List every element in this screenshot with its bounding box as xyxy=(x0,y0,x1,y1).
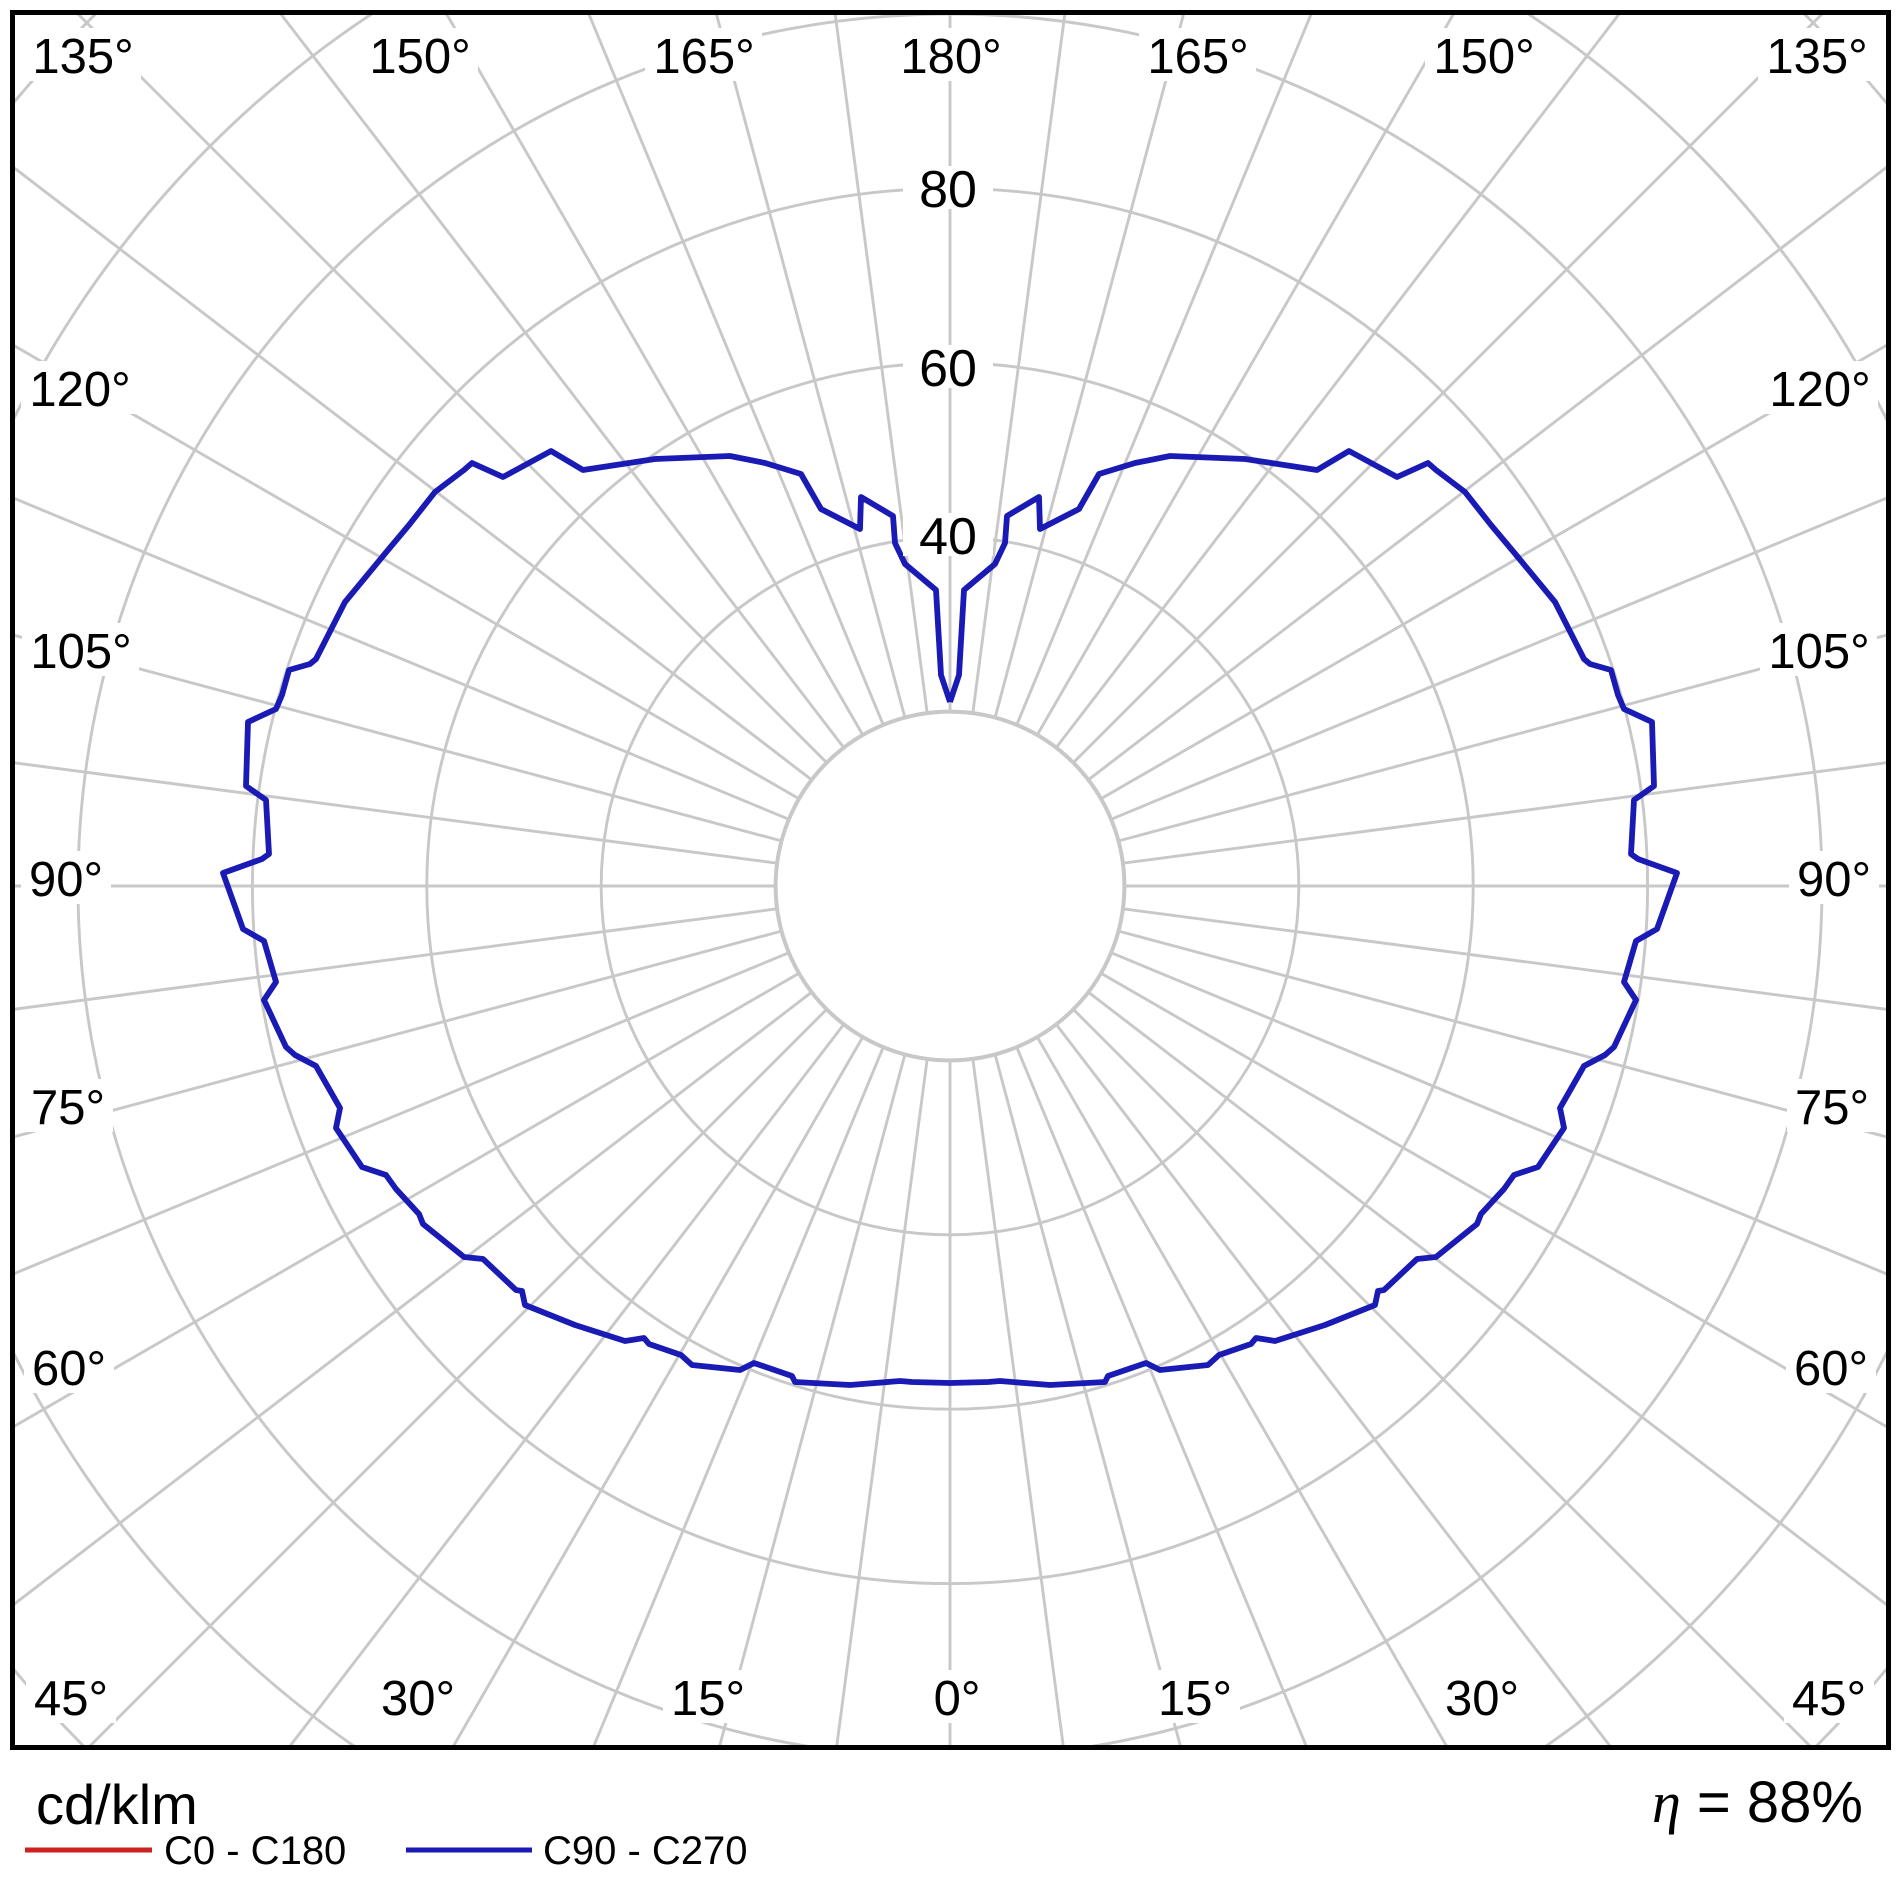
svg-text:75°: 75° xyxy=(31,1081,105,1135)
svg-text:60°: 60° xyxy=(32,1342,106,1396)
svg-text:120°: 120° xyxy=(1769,363,1870,417)
svg-text:105°: 105° xyxy=(1768,625,1869,679)
svg-text:30°: 30° xyxy=(381,1672,455,1726)
svg-text:C0 - C180: C0 - C180 xyxy=(164,1829,346,1873)
svg-text:80: 80 xyxy=(919,161,977,219)
svg-text:60°: 60° xyxy=(1794,1342,1868,1396)
svg-text:C90 - C270: C90 - C270 xyxy=(543,1829,748,1873)
svg-text:90°: 90° xyxy=(29,853,103,907)
svg-text:180°: 180° xyxy=(900,30,1001,84)
svg-text:30°: 30° xyxy=(1445,1672,1519,1726)
svg-text:60: 60 xyxy=(919,340,977,398)
svg-text:0°: 0° xyxy=(934,1672,981,1726)
svg-text:135°: 135° xyxy=(32,30,133,84)
svg-text:cd/klm: cd/klm xyxy=(36,1773,198,1836)
svg-text:40: 40 xyxy=(919,508,977,566)
svg-text:90°: 90° xyxy=(1797,853,1871,907)
svg-text:165°: 165° xyxy=(653,30,754,84)
svg-text:15°: 15° xyxy=(1158,1672,1232,1726)
svg-text:120°: 120° xyxy=(29,363,130,417)
svg-text:15°: 15° xyxy=(671,1672,745,1726)
svg-text:165°: 165° xyxy=(1147,30,1248,84)
svg-text:135°: 135° xyxy=(1766,30,1867,84)
svg-text:η = 88%: η = 88% xyxy=(1652,1770,1863,1835)
svg-text:45°: 45° xyxy=(1792,1672,1866,1726)
svg-text:45°: 45° xyxy=(34,1672,108,1726)
svg-text:105°: 105° xyxy=(30,625,131,679)
svg-text:75°: 75° xyxy=(1795,1081,1869,1135)
svg-text:150°: 150° xyxy=(1433,30,1534,84)
svg-text:150°: 150° xyxy=(369,30,470,84)
